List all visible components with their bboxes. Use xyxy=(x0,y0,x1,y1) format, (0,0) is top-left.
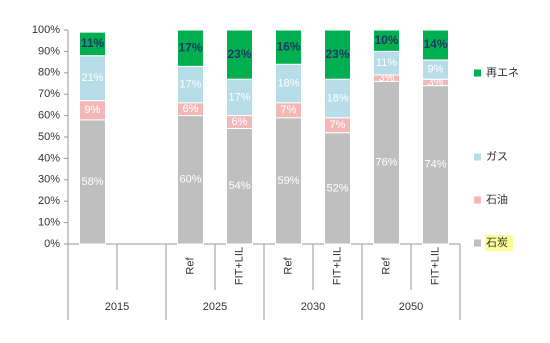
y-tick-label: 90% xyxy=(38,45,60,57)
data-label: 9% xyxy=(85,104,101,116)
y-tick-label: 80% xyxy=(38,67,60,79)
legend-swatch xyxy=(474,196,481,204)
data-label: 74% xyxy=(424,159,446,171)
x-tick-label: Ref xyxy=(380,257,392,275)
y-tick-label: 60% xyxy=(38,110,60,122)
data-label: 17% xyxy=(178,40,202,54)
y-tick-label: 100% xyxy=(32,24,60,36)
data-label: 7% xyxy=(330,119,346,131)
legend-label: 再エネ xyxy=(486,66,519,79)
bar-segment xyxy=(422,29,449,61)
bar-segment xyxy=(275,63,302,104)
data-label: 9% xyxy=(428,63,444,75)
data-label: 11% xyxy=(81,36,105,50)
x-tick-label: Ref xyxy=(282,257,294,275)
data-label: 18% xyxy=(277,77,299,89)
data-label: 58% xyxy=(81,176,103,188)
data-label: 76% xyxy=(375,157,397,169)
y-tick-label: 30% xyxy=(38,174,60,186)
data-label: 6% xyxy=(183,103,199,115)
y-tick-label: 50% xyxy=(38,131,60,143)
bar-segment xyxy=(373,29,400,52)
group-label: 2030 xyxy=(301,301,325,313)
bar-segment xyxy=(324,132,351,245)
y-tick-label: 70% xyxy=(38,88,60,100)
y-tick-label: 40% xyxy=(38,152,60,164)
bar-segment xyxy=(226,29,253,80)
y-tick-label: 20% xyxy=(38,195,60,207)
x-tick-label: FIT+LIL xyxy=(331,247,343,285)
data-label: 21% xyxy=(81,72,103,84)
legend-swatch xyxy=(474,153,481,161)
data-label: 54% xyxy=(228,180,250,192)
data-label: 11% xyxy=(376,57,397,69)
data-label: 59% xyxy=(277,175,299,187)
bar-segment xyxy=(324,78,351,119)
data-label: 14% xyxy=(423,37,447,51)
x-tick-label: FIT+LIL xyxy=(233,247,245,285)
data-label: 10% xyxy=(374,33,398,47)
data-label: 17% xyxy=(228,91,250,103)
bar-segment xyxy=(79,55,106,102)
data-label: 16% xyxy=(276,39,300,53)
data-label: 60% xyxy=(179,174,201,186)
bar-segment xyxy=(324,29,351,80)
data-label: 17% xyxy=(179,78,201,90)
bar-segment xyxy=(177,29,204,67)
legend-swatch xyxy=(474,69,481,77)
data-label: 7% xyxy=(281,104,297,116)
legend-swatch xyxy=(474,239,481,247)
x-tick-label: Ref xyxy=(184,257,196,275)
bar-segment xyxy=(422,85,449,245)
bar-segment xyxy=(275,29,302,65)
bar-segment xyxy=(177,65,204,104)
group-label: 2025 xyxy=(203,301,227,313)
legend-highlight xyxy=(485,235,513,251)
bar-segment xyxy=(226,127,253,245)
bar-segment xyxy=(177,115,204,245)
legend-label: ガス xyxy=(486,150,508,163)
bar-segment xyxy=(226,78,253,117)
legend-label: 石炭 xyxy=(486,236,508,249)
data-label: 23% xyxy=(325,47,349,61)
data-label: 23% xyxy=(227,47,251,61)
x-tick-label: FIT+LIL xyxy=(429,247,441,285)
group-label: 2050 xyxy=(399,301,423,313)
data-label: 6% xyxy=(232,116,248,128)
bar-segment xyxy=(79,119,106,245)
bar-segment xyxy=(79,31,106,57)
y-tick-label: 10% xyxy=(38,217,60,229)
data-label: 18% xyxy=(326,92,348,104)
legend-label: 石油 xyxy=(486,192,508,206)
group-label: 2015 xyxy=(105,301,129,313)
data-label: 52% xyxy=(326,182,348,194)
y-tick-label: 0% xyxy=(44,238,60,250)
